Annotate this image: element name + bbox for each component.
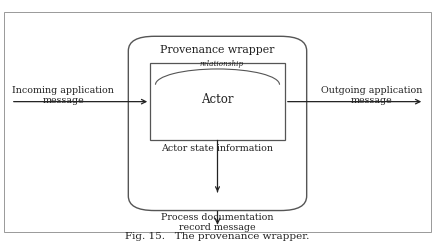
Text: Fig. 15.   The provenance wrapper.: Fig. 15. The provenance wrapper.	[125, 232, 309, 241]
Text: Outgoing application
message: Outgoing application message	[320, 86, 422, 105]
Text: Incoming application
message: Incoming application message	[12, 86, 114, 105]
Text: relationship: relationship	[199, 60, 243, 68]
Text: Actor state information: Actor state information	[161, 144, 273, 153]
Text: Provenance wrapper: Provenance wrapper	[160, 45, 274, 55]
Text: Process documentation
record message: Process documentation record message	[161, 213, 273, 232]
Text: Actor: Actor	[201, 93, 233, 106]
